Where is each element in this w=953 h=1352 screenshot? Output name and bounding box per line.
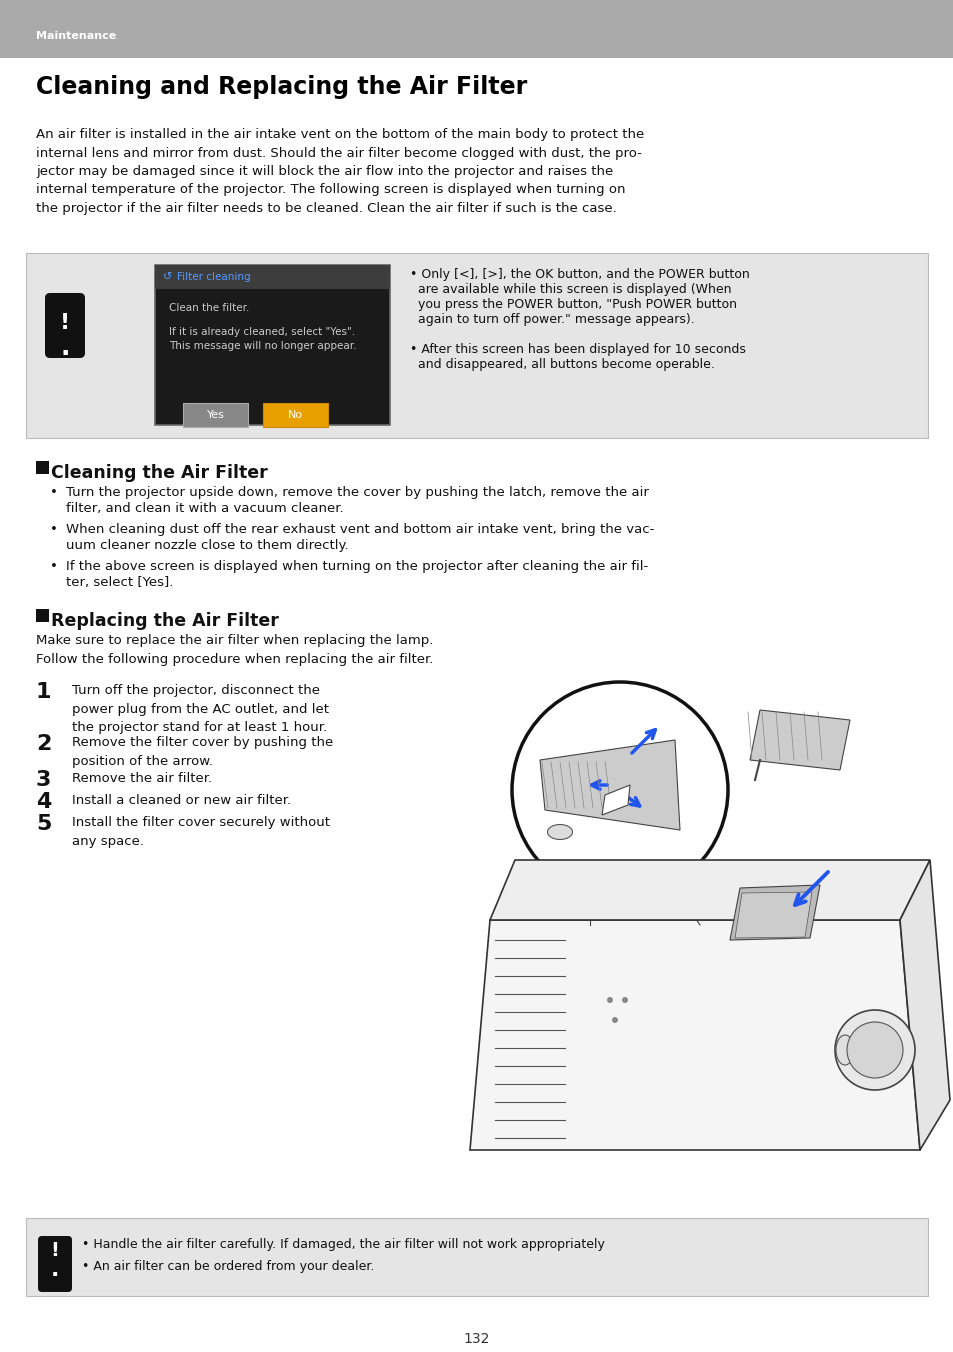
Text: 132: 132 <box>463 1332 490 1347</box>
Polygon shape <box>749 710 849 771</box>
Text: again to turn off power." message appears).: again to turn off power." message appear… <box>410 314 694 326</box>
Text: 3: 3 <box>36 771 51 790</box>
Text: Remove the air filter.: Remove the air filter. <box>71 772 212 786</box>
Text: Yes: Yes <box>207 410 224 420</box>
Text: Remove the filter cover by pushing the
position of the arrow.: Remove the filter cover by pushing the p… <box>71 735 333 768</box>
Text: Clean the filter.: Clean the filter. <box>169 303 249 314</box>
Text: Filter cleaning: Filter cleaning <box>177 272 251 283</box>
Circle shape <box>834 1010 914 1090</box>
Text: If the above screen is displayed when turning on the projector after cleaning th: If the above screen is displayed when tu… <box>66 560 648 573</box>
Circle shape <box>612 1017 618 1023</box>
Text: 1: 1 <box>36 681 51 702</box>
Text: No: No <box>288 410 303 420</box>
Text: 5: 5 <box>36 814 51 834</box>
Polygon shape <box>539 740 679 830</box>
Text: •: • <box>50 485 58 499</box>
Text: Turn off the projector, disconnect the
power plug from the AC outlet, and let
th: Turn off the projector, disconnect the p… <box>71 684 329 734</box>
Text: • Only [<], [>], the OK button, and the POWER button: • Only [<], [>], the OK button, and the … <box>410 268 749 281</box>
FancyBboxPatch shape <box>38 1236 71 1293</box>
Text: •: • <box>50 523 58 535</box>
Text: • After this screen has been displayed for 10 seconds: • After this screen has been displayed f… <box>410 343 745 356</box>
Text: When cleaning dust off the rear exhaust vent and bottom air intake vent, bring t: When cleaning dust off the rear exhaust … <box>66 523 654 535</box>
Ellipse shape <box>835 1036 853 1065</box>
Text: uum cleaner nozzle close to them directly.: uum cleaner nozzle close to them directl… <box>66 539 348 552</box>
Text: Install a cleaned or new air filter.: Install a cleaned or new air filter. <box>71 794 291 807</box>
Polygon shape <box>899 860 949 1151</box>
Text: An air filter is installed in the air intake vent on the bottom of the main body: An air filter is installed in the air in… <box>36 128 643 215</box>
Text: .: . <box>60 337 70 360</box>
Text: and disappeared, all buttons become operable.: and disappeared, all buttons become oper… <box>410 358 714 370</box>
Polygon shape <box>470 919 919 1151</box>
Text: 4: 4 <box>36 792 51 813</box>
Text: are available while this screen is displayed (When: are available while this screen is displ… <box>410 283 731 296</box>
Circle shape <box>621 996 627 1003</box>
FancyBboxPatch shape <box>26 253 927 438</box>
FancyBboxPatch shape <box>263 403 328 427</box>
Text: !: ! <box>60 314 70 333</box>
Ellipse shape <box>547 825 572 840</box>
FancyBboxPatch shape <box>26 1218 927 1297</box>
FancyBboxPatch shape <box>154 265 390 289</box>
FancyBboxPatch shape <box>0 0 953 58</box>
Text: ter, select [Yes].: ter, select [Yes]. <box>66 576 173 589</box>
Text: you press the POWER button, "Push POWER button: you press the POWER button, "Push POWER … <box>410 297 737 311</box>
Text: 2: 2 <box>36 734 51 754</box>
Text: Maintenance: Maintenance <box>36 31 116 41</box>
Text: Replacing the Air Filter: Replacing the Air Filter <box>51 612 278 630</box>
Text: filter, and clean it with a vacuum cleaner.: filter, and clean it with a vacuum clean… <box>66 502 343 515</box>
FancyBboxPatch shape <box>36 461 49 475</box>
Text: If it is already cleaned, select "Yes".
This message will no longer appear.: If it is already cleaned, select "Yes". … <box>169 327 356 352</box>
Polygon shape <box>490 860 929 919</box>
Text: •: • <box>50 560 58 573</box>
Polygon shape <box>729 886 820 940</box>
Polygon shape <box>734 892 811 938</box>
FancyBboxPatch shape <box>183 403 248 427</box>
Text: Cleaning and Replacing the Air Filter: Cleaning and Replacing the Air Filter <box>36 74 527 99</box>
Text: • An air filter can be ordered from your dealer.: • An air filter can be ordered from your… <box>82 1260 374 1274</box>
Text: ↺: ↺ <box>163 272 172 283</box>
Text: !: ! <box>51 1241 59 1260</box>
Text: .: . <box>51 1260 59 1280</box>
FancyBboxPatch shape <box>154 265 390 425</box>
FancyBboxPatch shape <box>45 293 85 358</box>
FancyBboxPatch shape <box>36 608 49 622</box>
Circle shape <box>846 1022 902 1078</box>
Text: • Handle the air filter carefully. If damaged, the air filter will not work appr: • Handle the air filter carefully. If da… <box>82 1238 604 1251</box>
Text: Install the filter cover securely without
any space.: Install the filter cover securely withou… <box>71 817 330 848</box>
Text: Turn the projector upside down, remove the cover by pushing the latch, remove th: Turn the projector upside down, remove t… <box>66 485 648 499</box>
Circle shape <box>512 681 727 898</box>
Text: Cleaning the Air Filter: Cleaning the Air Filter <box>51 464 268 483</box>
Circle shape <box>606 996 613 1003</box>
Polygon shape <box>601 786 629 815</box>
Text: Make sure to replace the air filter when replacing the lamp.
Follow the followin: Make sure to replace the air filter when… <box>36 634 433 665</box>
